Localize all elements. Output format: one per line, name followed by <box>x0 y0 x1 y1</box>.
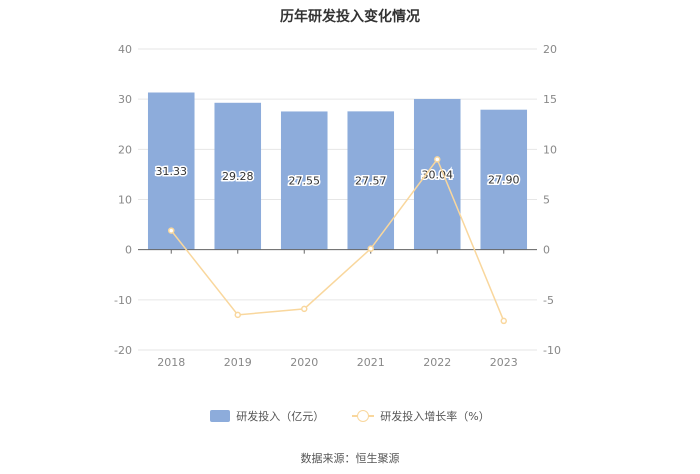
left-axis-tick-label: 30 <box>118 93 132 106</box>
bar-value-label: 27.90 <box>488 174 520 187</box>
bar <box>280 111 328 250</box>
growth-rate-line <box>170 157 505 322</box>
x-axis-tick-label: 2019 <box>224 356 252 369</box>
chart-legend: 研发投入（亿元） 研发投入增长率（%） <box>0 408 700 424</box>
right-axis-tick-label: 15 <box>543 93 557 106</box>
x-axis-tick-label: 2018 <box>157 356 185 369</box>
right-axis-tick-label: 10 <box>543 143 557 156</box>
legend-line-swatch <box>352 410 375 422</box>
legend-bar-swatch <box>210 410 231 422</box>
right-axis-tick-label: 5 <box>543 194 550 207</box>
x-axis-tick-label: 2020 <box>290 356 318 369</box>
x-axis-tick-label: 2021 <box>357 356 385 369</box>
bar <box>413 98 461 250</box>
bar-value-label: 27.57 <box>355 175 387 188</box>
right-axis-tick-label: 0 <box>543 244 550 257</box>
right-axis-tick-label: -10 <box>543 344 561 357</box>
left-axis-tick-label: -10 <box>114 294 132 307</box>
bar-value-label: 31.33 <box>156 165 188 178</box>
left-axis-tick-label: 10 <box>118 194 132 207</box>
growth-rate-point <box>367 245 374 252</box>
source-note: 数据来源：恒生聚源 <box>300 452 400 465</box>
growth-rate-point <box>234 311 241 319</box>
right-axis-tick-label: 20 <box>543 43 557 56</box>
legend-item-bar[interactable]: 研发投入（亿元） <box>210 408 324 424</box>
growth-rate-point <box>301 305 308 313</box>
left-axis-tick-label: 0 <box>125 244 132 257</box>
chart-title: 历年研发投入变化情况 <box>280 9 420 25</box>
x-axis-tick-label: 2023 <box>490 356 518 369</box>
left-axis-tick-label: 20 <box>118 143 132 156</box>
bar-value-label: 29.28 <box>222 170 254 183</box>
bar <box>147 92 195 250</box>
legend-bar-label: 研发投入（亿元） <box>236 410 325 423</box>
left-axis-tick-label: 40 <box>118 43 132 56</box>
x-axis-tick-label: 2022 <box>423 356 451 369</box>
growth-rate-point <box>500 317 507 325</box>
right-axis-tick-label: -5 <box>543 294 554 307</box>
bar-value-label: 27.55 <box>289 175 321 188</box>
bar <box>214 102 262 250</box>
bar <box>480 109 528 250</box>
legend-item-line[interactable]: 研发投入增长率（%） <box>352 408 490 424</box>
growth-rate-point <box>434 156 441 163</box>
legend-line-label: 研发投入增长率（%） <box>380 410 490 423</box>
left-axis-tick-label: -20 <box>114 344 132 357</box>
growth-rate-point <box>168 227 175 234</box>
